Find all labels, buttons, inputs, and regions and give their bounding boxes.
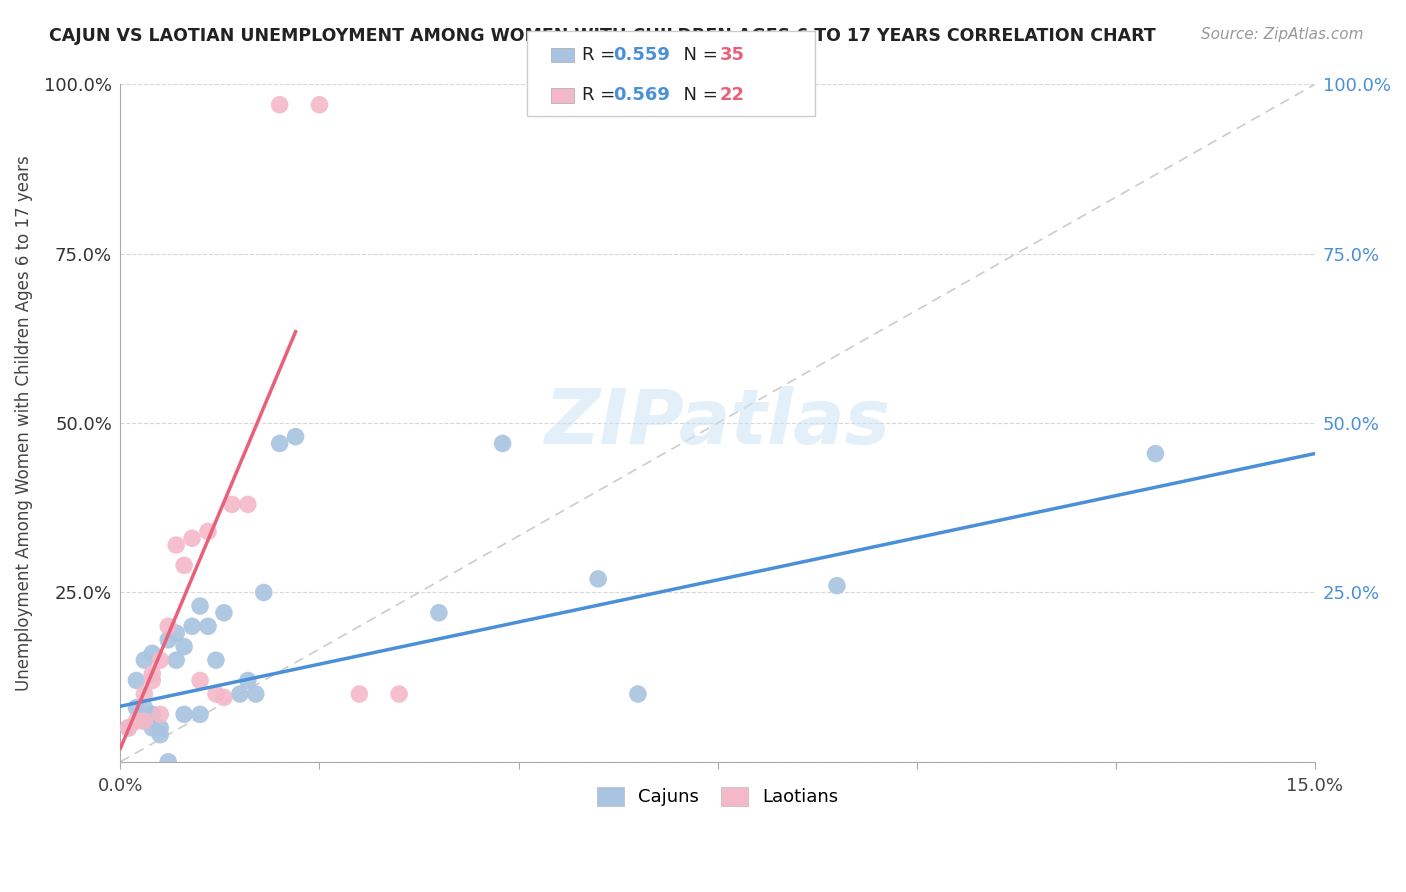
Point: [149, 721, 172, 735]
Point: [627, 687, 650, 701]
Point: [188, 707, 211, 722]
Text: 0.559: 0.559: [613, 46, 669, 64]
Point: [141, 707, 163, 722]
Point: [197, 619, 219, 633]
Point: [141, 666, 163, 681]
Point: [236, 673, 259, 688]
Point: [236, 497, 259, 511]
Text: CAJUN VS LAOTIAN UNEMPLOYMENT AMONG WOMEN WITH CHILDREN AGES 6 TO 17 YEARS CORRE: CAJUN VS LAOTIAN UNEMPLOYMENT AMONG WOME…: [49, 27, 1156, 45]
Point: [586, 572, 609, 586]
Point: [157, 755, 180, 769]
Legend: Cajuns, Laotians: Cajuns, Laotians: [589, 780, 845, 814]
Text: R =: R =: [582, 46, 621, 64]
Point: [141, 647, 163, 661]
Point: [134, 687, 156, 701]
Point: [1144, 447, 1167, 461]
Point: [134, 714, 156, 728]
Point: [134, 700, 156, 714]
Point: [165, 653, 187, 667]
Point: [165, 626, 187, 640]
Text: 0.569: 0.569: [613, 87, 669, 104]
Point: [269, 436, 291, 450]
Point: [181, 619, 204, 633]
Point: [205, 653, 228, 667]
Point: [188, 673, 211, 688]
Point: [157, 632, 180, 647]
Y-axis label: Unemployment Among Women with Children Ages 6 to 17 years: Unemployment Among Women with Children A…: [15, 155, 32, 691]
Text: N =: N =: [672, 87, 724, 104]
Point: [349, 687, 371, 701]
Text: R =: R =: [582, 87, 621, 104]
Text: ZIPatlas: ZIPatlas: [544, 386, 890, 460]
Point: [125, 714, 148, 728]
Point: [181, 531, 204, 545]
Point: [825, 579, 848, 593]
Point: [141, 721, 163, 735]
Point: [149, 653, 172, 667]
Point: [188, 599, 211, 613]
Point: [125, 700, 148, 714]
Point: [149, 707, 172, 722]
Point: [117, 721, 139, 735]
Point: [157, 619, 180, 633]
Point: [117, 721, 139, 735]
Point: [197, 524, 219, 539]
Text: 22: 22: [720, 87, 745, 104]
Point: [491, 436, 513, 450]
Point: [221, 497, 243, 511]
Text: N =: N =: [672, 46, 724, 64]
Point: [173, 558, 195, 573]
Point: [388, 687, 411, 701]
Point: [212, 606, 235, 620]
Point: [134, 714, 156, 728]
Point: [229, 687, 252, 701]
Point: [212, 690, 235, 705]
Point: [253, 585, 276, 599]
Point: [141, 673, 163, 688]
Point: [134, 653, 156, 667]
Point: [205, 687, 228, 701]
Point: [284, 430, 307, 444]
Point: [269, 97, 291, 112]
Point: [308, 97, 330, 112]
Text: Source: ZipAtlas.com: Source: ZipAtlas.com: [1201, 27, 1364, 42]
Point: [245, 687, 267, 701]
Point: [173, 707, 195, 722]
Point: [173, 640, 195, 654]
Point: [165, 538, 187, 552]
Point: [149, 728, 172, 742]
Point: [427, 606, 450, 620]
Text: 35: 35: [720, 46, 745, 64]
Point: [125, 673, 148, 688]
